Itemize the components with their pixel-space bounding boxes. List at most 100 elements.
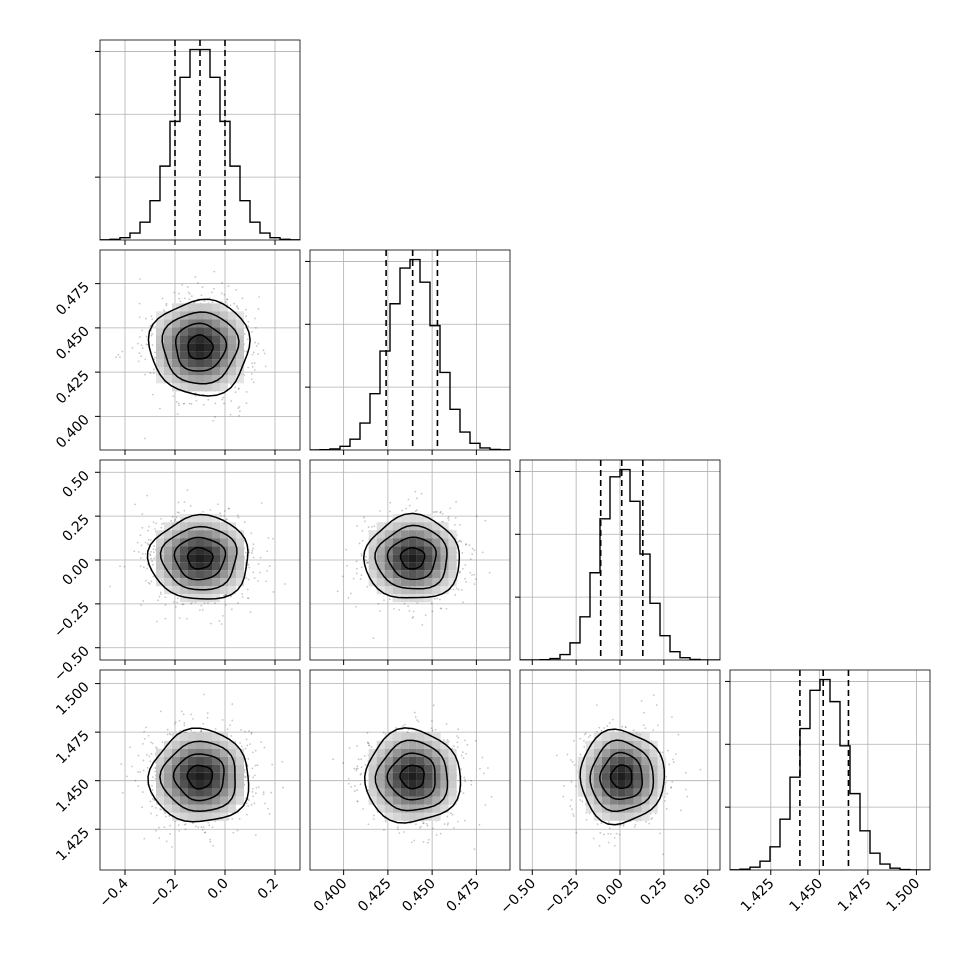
sample-point xyxy=(284,583,286,585)
sample-point xyxy=(207,821,210,824)
sample-point xyxy=(358,542,361,545)
density-cell xyxy=(236,538,244,547)
density-cell xyxy=(376,554,385,563)
sample-point xyxy=(460,540,463,543)
density-cell xyxy=(408,514,417,523)
density-cell xyxy=(164,367,172,376)
density-cell xyxy=(220,586,228,595)
sample-point xyxy=(202,722,205,725)
sample-point xyxy=(178,617,181,619)
sample-point xyxy=(140,355,143,358)
sample-point xyxy=(163,826,166,829)
sample-point xyxy=(183,402,186,405)
density-cell xyxy=(392,538,401,547)
density-cell xyxy=(180,335,188,344)
sample-point xyxy=(434,511,437,513)
density-cell xyxy=(400,570,409,579)
sample-point xyxy=(364,520,366,523)
sample-point xyxy=(158,837,161,840)
density-cell xyxy=(228,578,236,587)
density-cell xyxy=(180,578,188,587)
sample-point xyxy=(174,518,177,521)
density-cell xyxy=(228,562,236,571)
density-cell xyxy=(228,772,236,781)
density-cell xyxy=(236,562,244,571)
sample-point xyxy=(143,730,146,733)
panel-frame xyxy=(309,459,511,661)
sample-point xyxy=(178,719,181,722)
density-cell xyxy=(196,780,204,789)
density-cell xyxy=(180,311,188,320)
sample-point xyxy=(159,710,162,713)
sample-point xyxy=(249,743,252,746)
sample-point xyxy=(405,507,408,510)
sample-point xyxy=(134,503,136,506)
sample-point xyxy=(200,730,203,733)
density-cell xyxy=(196,546,204,555)
sample-point xyxy=(248,730,250,733)
sample-point xyxy=(225,518,228,520)
density-cell xyxy=(164,538,172,547)
density-cell xyxy=(180,343,188,352)
sample-point xyxy=(272,537,274,540)
sample-point xyxy=(424,614,427,616)
sample-point xyxy=(462,601,464,604)
sample-point xyxy=(471,574,473,576)
sample-point xyxy=(236,514,239,517)
density-cell xyxy=(448,570,457,579)
panel-frame xyxy=(99,669,301,871)
sample-point xyxy=(151,560,153,563)
density-cell xyxy=(188,570,196,579)
contour-line xyxy=(399,547,426,570)
density-cell xyxy=(156,335,164,344)
density-cell xyxy=(180,748,188,757)
sample-point xyxy=(119,565,121,568)
sample-point xyxy=(488,571,491,574)
density-cell xyxy=(236,351,244,360)
sample-point xyxy=(229,413,232,416)
density-cell xyxy=(416,586,425,595)
density-cell xyxy=(236,554,244,563)
sample-point xyxy=(266,550,269,553)
sample-point xyxy=(403,602,406,605)
density-cell xyxy=(212,335,220,344)
density-cell xyxy=(408,586,417,595)
density-cell xyxy=(156,319,164,328)
density-cell xyxy=(164,375,172,384)
density-cell xyxy=(156,343,164,352)
sample-point xyxy=(268,813,271,815)
sample-point xyxy=(245,391,248,393)
sample-point xyxy=(184,823,187,825)
density-cell xyxy=(212,586,220,595)
sample-point xyxy=(151,344,154,346)
contour-line xyxy=(147,727,250,823)
sample-point xyxy=(204,831,207,834)
sample-point xyxy=(246,338,249,341)
density-cell xyxy=(156,327,164,336)
sample-point xyxy=(484,519,487,522)
sample-point xyxy=(200,604,203,607)
sample-point xyxy=(223,293,226,296)
sample-point xyxy=(379,509,381,512)
sample-point xyxy=(200,826,203,828)
sample-point xyxy=(233,302,235,305)
sample-point xyxy=(191,822,194,824)
density-cell xyxy=(172,812,180,821)
sample-point xyxy=(416,601,419,604)
sample-point xyxy=(140,544,143,547)
sample-point xyxy=(182,402,185,405)
sample-point xyxy=(447,517,449,520)
sample-point xyxy=(235,305,238,307)
density-cell xyxy=(432,546,441,555)
sample-point xyxy=(252,543,255,546)
density-cell xyxy=(384,562,393,571)
sample-point xyxy=(152,548,155,550)
sample-point xyxy=(147,538,150,541)
density-cell xyxy=(220,796,228,805)
contour-line xyxy=(186,546,214,570)
sample-point xyxy=(458,540,461,543)
density-cell xyxy=(204,788,212,797)
density-cell xyxy=(180,764,188,773)
sample-point xyxy=(139,557,142,559)
